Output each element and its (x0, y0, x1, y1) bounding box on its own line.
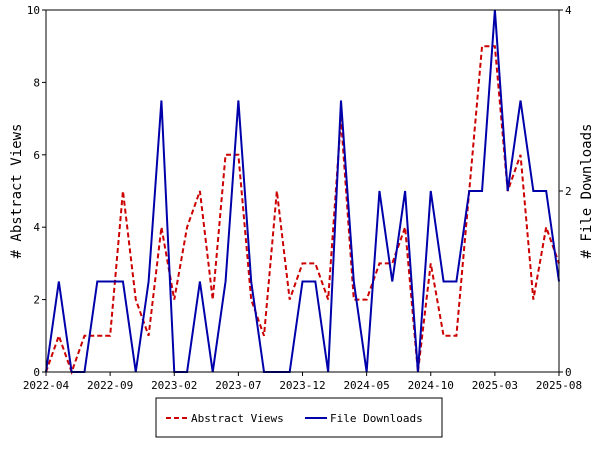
legend-label-abstract-views: Abstract Views (191, 412, 284, 425)
y-right-tick-label: 2 (565, 185, 572, 198)
y-axis-right-title: # File Downloads (579, 124, 595, 259)
y-axis-left-title: # Abstract Views (9, 124, 25, 259)
y-left-tick-label: 2 (33, 294, 40, 307)
x-tick-label: 2023-07 (215, 379, 261, 392)
x-tick-label: 2025-08 (536, 379, 582, 392)
legend-box (155, 397, 443, 438)
y-axis-right: 0 2 4 (559, 4, 572, 379)
x-tick-label: 2025-03 (472, 379, 518, 392)
x-tick-label: 2023-02 (151, 379, 197, 392)
y-axis-left: 0 2 4 6 8 10 (27, 4, 46, 379)
legend-label-file-downloads: File Downloads (330, 412, 423, 425)
y-left-tick-label: 6 (33, 149, 40, 162)
y-left-tick-label: 8 (33, 76, 40, 89)
series-line-file-downloads (45, 9, 560, 373)
series-line-abstract-views (45, 45, 560, 375)
x-tick-label: 2024-10 (408, 379, 454, 392)
y-right-tick-label: 4 (565, 4, 572, 17)
x-tick-label: 2024-05 (343, 379, 389, 392)
x-tick-label: 2023-12 (279, 379, 325, 392)
y-left-tick-label: 0 (33, 366, 40, 379)
x-tick-label: 2022-09 (87, 379, 133, 392)
x-axis: 2022-04 2022-09 2023-02 2023-07 2023-12 2024-… (23, 372, 582, 392)
plot-lines (45, 9, 560, 375)
y-left-tick-label: 4 (33, 221, 40, 234)
y-right-tick-label: 0 (565, 366, 572, 379)
legend: Abstract Views File Downloads (155, 397, 443, 438)
y-left-tick-label: 10 (27, 4, 40, 17)
x-tick-label: 2022-04 (23, 379, 70, 392)
